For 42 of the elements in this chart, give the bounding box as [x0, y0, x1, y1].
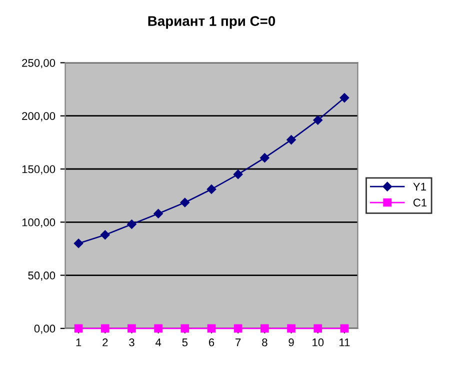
- x-tick-label: 8: [262, 338, 268, 346]
- x-tick-label: 6: [208, 338, 214, 346]
- point: [260, 153, 270, 162]
- point: [233, 170, 243, 179]
- x-tick-label: 7: [236, 338, 241, 346]
- x-tick-label: 9: [288, 338, 294, 346]
- x-tick-label: 1: [76, 338, 82, 346]
- x-tick-label: 10: [312, 338, 324, 346]
- x-tick-label: 2: [102, 338, 108, 346]
- point: [340, 324, 349, 333]
- x-tick-label: 3: [129, 338, 134, 346]
- point: [340, 93, 350, 102]
- point: [286, 135, 296, 144]
- chart-title: Вариант 1 при C=0: [148, 16, 276, 29]
- y-tick-label: 200,00: [22, 112, 56, 122]
- point: [180, 324, 190, 333]
- legend-label: Y1: [413, 182, 426, 190]
- y-tick-label: 100,00: [22, 218, 56, 228]
- point: [287, 324, 296, 333]
- point: [207, 324, 216, 333]
- point: [234, 324, 242, 333]
- y-tick-label: 50,00: [28, 272, 56, 281]
- point: [100, 324, 110, 333]
- point: [154, 209, 163, 218]
- point: [100, 230, 110, 240]
- point: [128, 324, 136, 333]
- point: [314, 324, 322, 333]
- point: [180, 198, 190, 208]
- point: [206, 184, 216, 194]
- y-tick-label: 0,00: [34, 324, 56, 334]
- point: [313, 115, 322, 125]
- point: [154, 324, 162, 333]
- legend-label: C1: [413, 198, 427, 207]
- y-tick-label: 250,00: [22, 58, 56, 68]
- x-tick-label: 11: [340, 338, 350, 346]
- y-tick-label: 150,00: [22, 165, 56, 174]
- x-tick-label: 4: [155, 338, 162, 346]
- point: [74, 238, 84, 248]
- point: [74, 324, 83, 333]
- x-tick-label: 5: [182, 338, 188, 346]
- point: [260, 324, 269, 333]
- point: [127, 220, 136, 229]
